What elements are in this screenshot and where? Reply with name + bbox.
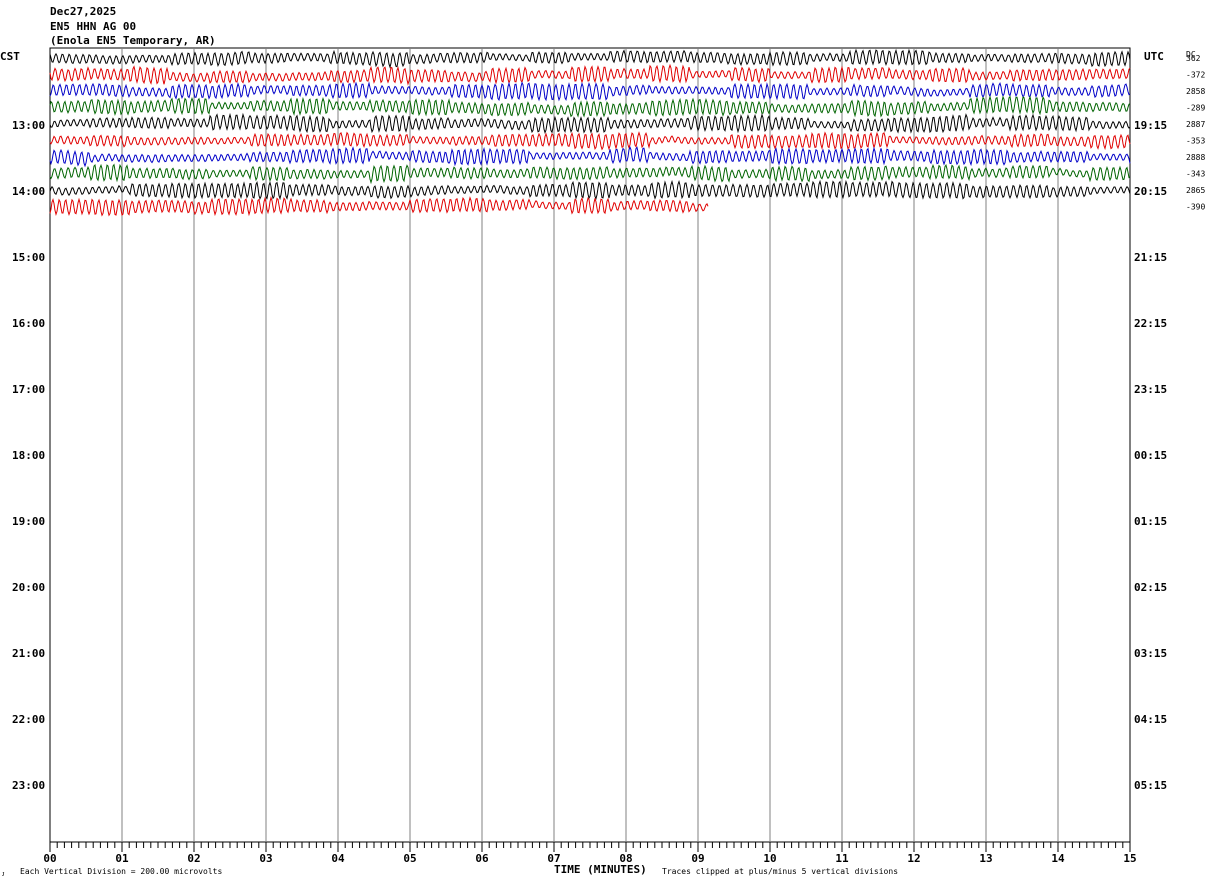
x-tick-label: 07 (547, 852, 560, 865)
station-location: (Enola EN5 Temporary, AR) (50, 34, 216, 47)
dc-offset-label: -353 (1186, 137, 1205, 146)
utc-hour-label: 02:15 (1134, 581, 1167, 594)
utc-hour-label: 20:15 (1134, 185, 1167, 198)
station-code: EN5 HHN AG 00 (50, 20, 137, 33)
utc-hour-label: 05:15 (1134, 779, 1167, 792)
dc-label: DC (1186, 50, 1196, 59)
utc-hour-label: 22:15 (1134, 317, 1167, 330)
utc-hour-label: 21:15 (1134, 251, 1167, 264)
x-tick-label: 13 (979, 852, 992, 865)
x-tick-label: 00 (43, 852, 56, 865)
seismic-trace (49, 95, 1131, 118)
dc-offset-label: -289 (1186, 104, 1205, 113)
seismic-trace (49, 112, 1131, 135)
x-tick-label: 15 (1123, 852, 1136, 865)
utc-hour-label: 04:15 (1134, 713, 1167, 726)
dc-offset-label: -372 (1186, 71, 1205, 80)
seismic-trace (49, 48, 1131, 69)
x-tick-label: 11 (835, 852, 849, 865)
dc-offset-label: -343 (1186, 170, 1205, 179)
x-tick-label: 08 (619, 852, 632, 865)
seismic-trace (49, 145, 1131, 168)
cst-hour-label: 15:00 (12, 251, 45, 264)
utc-hour-label: 00:15 (1134, 449, 1167, 462)
cst-hour-label: 23:00 (12, 779, 45, 792)
x-tick-label: 10 (763, 852, 776, 865)
dc-offset-label: 2887 (1186, 120, 1205, 129)
utc-hour-label: 23:15 (1134, 383, 1167, 396)
dc-offset-label: 2865 (1186, 186, 1205, 195)
dc-offset-label: 2888 (1186, 153, 1205, 162)
x-tick-label: 01 (115, 852, 129, 865)
utc-hour-label: 19:15 (1134, 119, 1167, 132)
cst-label: CST (0, 50, 20, 63)
utc-hour-label: 01:15 (1134, 515, 1167, 528)
seismic-trace (49, 163, 1131, 185)
x-tick-label: 02 (187, 852, 200, 865)
cst-hour-label: 14:00 (12, 185, 45, 198)
x-tick-label: 09 (691, 852, 704, 865)
utc-hour-label: 03:15 (1134, 647, 1167, 660)
cst-hour-label: 22:00 (12, 713, 45, 726)
plot-frame (49, 47, 1131, 843)
dc-offset-label: 2858 (1186, 87, 1205, 96)
x-tick-label: 12 (907, 852, 920, 865)
cst-hour-label: 19:00 (12, 515, 45, 528)
seismic-trace (49, 195, 709, 217)
clip-note: Traces clipped at plus/minus 5 vertical … (662, 867, 899, 876)
x-tick-label: 03 (259, 852, 272, 865)
seismic-trace (49, 131, 1131, 151)
cst-hour-label: 13:00 (12, 119, 45, 132)
cst-hour-label: 16:00 (12, 317, 45, 330)
cst-hour-label: 17:00 (12, 383, 45, 396)
corner-mark: ᴊ (2, 869, 5, 878)
dc-offset-label: -390 (1186, 203, 1205, 212)
seismic-trace (49, 63, 1131, 86)
x-tick-label: 14 (1051, 852, 1065, 865)
x-tick-label: 05 (403, 852, 416, 865)
dc-offset-label: 362 (1186, 54, 1201, 63)
plot-date: Dec27,2025 (50, 5, 117, 18)
x-tick-label: 06 (475, 852, 489, 865)
cst-hour-label: 20:00 (12, 581, 45, 594)
x-tick-label: 04 (331, 852, 345, 865)
seismic-trace (49, 81, 1131, 102)
cst-hour-label: 21:00 (12, 647, 45, 660)
seismic-trace (49, 179, 1131, 201)
utc-label: UTC (1144, 50, 1164, 63)
x-axis-title: TIME (MINUTES) (554, 863, 647, 876)
cst-hour-label: 18:00 (12, 449, 45, 462)
scale-note: Each Vertical Division = 200.00 microvol… (20, 867, 223, 876)
